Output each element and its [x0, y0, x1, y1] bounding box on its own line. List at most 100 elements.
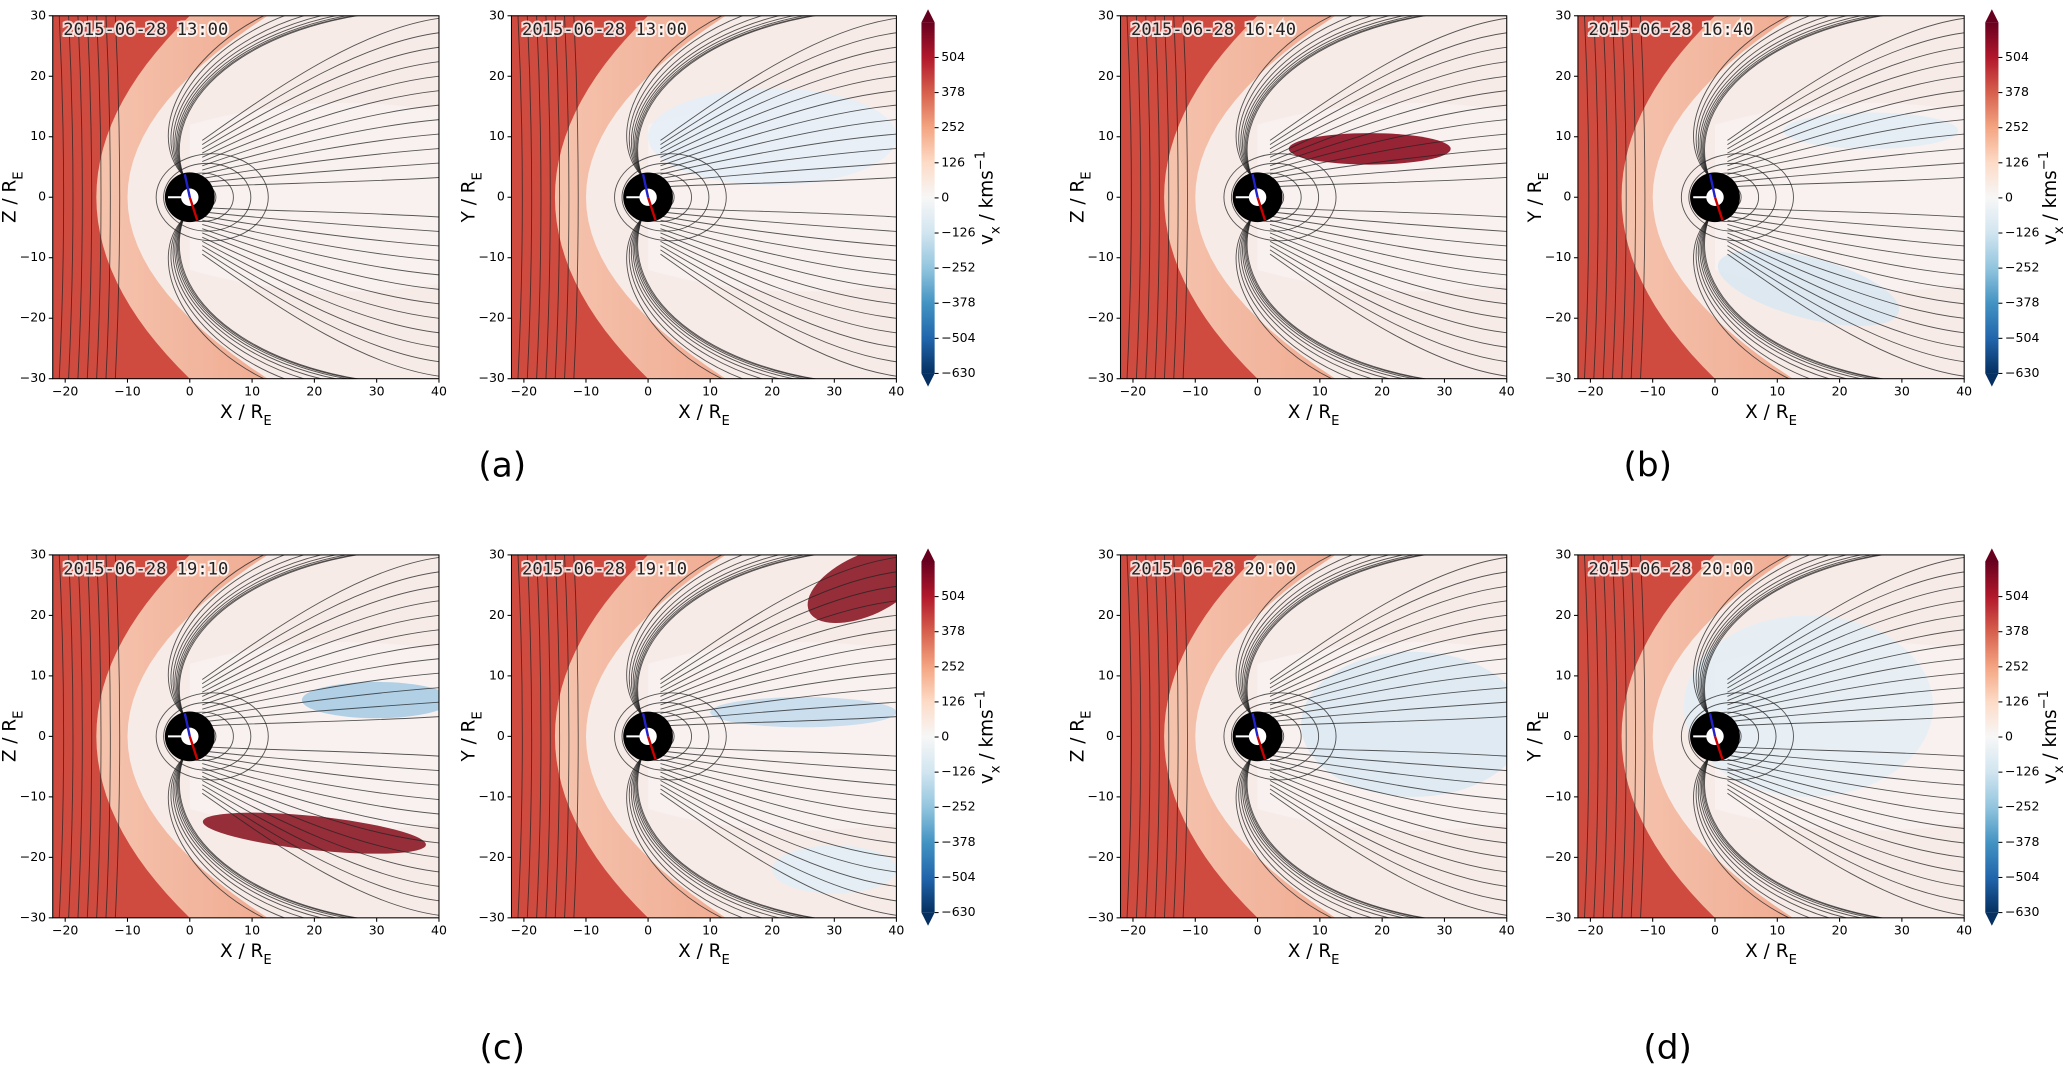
y-tick-label: −30: [478, 909, 504, 924]
y-tick-label: 0: [1563, 189, 1571, 204]
colorbar-tick-label: 0: [941, 729, 949, 744]
field-line: [1135, 554, 1142, 918]
field-line: [1727, 32, 1965, 146]
colorbar-tick-label: −126: [2005, 225, 2039, 240]
field-line: [175, 15, 339, 177]
field-line: [628, 218, 744, 379]
field-line: [1727, 763, 1965, 815]
x-axis-label: X / RE: [220, 402, 272, 428]
tail-lobe: [648, 642, 897, 831]
field-line: [1269, 207, 1507, 218]
field-line: [1612, 15, 1618, 379]
x-tick-label: 10: [244, 922, 260, 937]
colorbar-tick-label: 378: [941, 84, 965, 99]
field-line: [1269, 750, 1507, 772]
colorbar-label-unit: / kms: [2040, 709, 2061, 765]
field-line: [1640, 15, 1646, 379]
field-line: [660, 571, 897, 685]
y-tick-label: 20: [489, 607, 505, 622]
field-line: [1269, 228, 1507, 290]
field-line: [1695, 15, 1811, 177]
field-line: [201, 557, 439, 680]
field-line: [1727, 614, 1965, 697]
dipole-axis: [646, 196, 657, 221]
y-axis-label-sub: E: [470, 172, 485, 180]
y-tick-label: 20: [489, 68, 505, 83]
field-line: [1240, 15, 1374, 177]
flow-feature: [1783, 112, 1958, 149]
field-line: [632, 757, 782, 918]
field-line: [202, 133, 439, 175]
field-line: [178, 218, 360, 379]
colorbar-tick-label: −504: [2005, 869, 2039, 884]
colorbar-tick-label: −252: [2005, 260, 2039, 275]
field-line: [1727, 775, 1965, 858]
field-line: [202, 240, 439, 334]
y-tick-label: −10: [1087, 788, 1113, 803]
field-line: [174, 757, 324, 918]
panel-label: (d): [1643, 1028, 1691, 1068]
field-line: [201, 792, 439, 916]
field-line: [1727, 17, 1965, 141]
field-line: [1697, 15, 1831, 177]
field-line: [1238, 554, 1354, 716]
field-line: [1701, 554, 1864, 716]
x-tick-label: 20: [1832, 383, 1848, 398]
colorbar-extend-min: [1985, 373, 1999, 387]
x-tick-label: 20: [1374, 922, 1390, 937]
y-axis-label-text: Y / R: [1525, 180, 1546, 223]
y-axis-label-sub: E: [470, 711, 485, 719]
field-line: [660, 754, 897, 786]
field-line: [554, 15, 561, 379]
field-line: [1235, 757, 1333, 918]
x-axis-label-sub: E: [1331, 953, 1339, 968]
y-tick-label: 20: [1555, 68, 1571, 83]
field-line: [1269, 177, 1507, 188]
field-panel: [1120, 15, 1507, 379]
field-line: [202, 162, 439, 184]
field-line: [172, 757, 306, 918]
field-line: [1727, 232, 1965, 305]
colorbar-label: vx / kms−1: [973, 151, 1003, 245]
field-line: [202, 600, 439, 693]
field-line: [155, 153, 269, 242]
field-line: [178, 757, 360, 918]
field-line: [1269, 784, 1507, 887]
x-tick-label: 0: [644, 383, 652, 398]
field-line: [1727, 240, 1965, 334]
field-line: [1727, 46, 1965, 150]
dipole-axis: [188, 196, 199, 221]
y-axis-label: Z / RE: [0, 171, 26, 223]
x-tick-label: 20: [764, 383, 780, 398]
field-line: [1269, 148, 1507, 179]
x-tick-label: 20: [1832, 922, 1848, 937]
x-axis-label-sub: E: [263, 413, 271, 428]
field-line: [202, 177, 439, 188]
field-panel: [1577, 15, 1965, 379]
y-axis-label: Y / RE: [458, 711, 485, 762]
field-panel: [1577, 554, 1965, 918]
timestamp: 2015-06-28 16:40: [1588, 20, 1753, 40]
y-axis-label: Y / RE: [1525, 172, 1552, 223]
field-line: [1269, 162, 1507, 184]
field-line: [1727, 758, 1965, 800]
field-line: [77, 15, 83, 379]
x-tick-label: −20: [52, 383, 78, 398]
colorbar-tick-label: 252: [2005, 658, 2029, 673]
field-line: [155, 692, 269, 781]
x-tick-label: −10: [1639, 383, 1665, 398]
field-line: [202, 585, 439, 689]
field-line: [1240, 554, 1374, 716]
field-line: [660, 746, 897, 757]
y-tick-label: −30: [478, 370, 504, 385]
y-tick-label: 20: [1555, 607, 1571, 622]
field-line: [637, 15, 818, 177]
field-line: [175, 218, 339, 379]
field-line: [202, 211, 439, 232]
dipole-axis-north: [1708, 713, 1717, 737]
y-axis-label-sub: E: [11, 711, 26, 719]
field-line: [1238, 218, 1354, 379]
x-tick-label: −20: [511, 922, 537, 937]
y-axis-label-sub: E: [1079, 711, 1094, 719]
